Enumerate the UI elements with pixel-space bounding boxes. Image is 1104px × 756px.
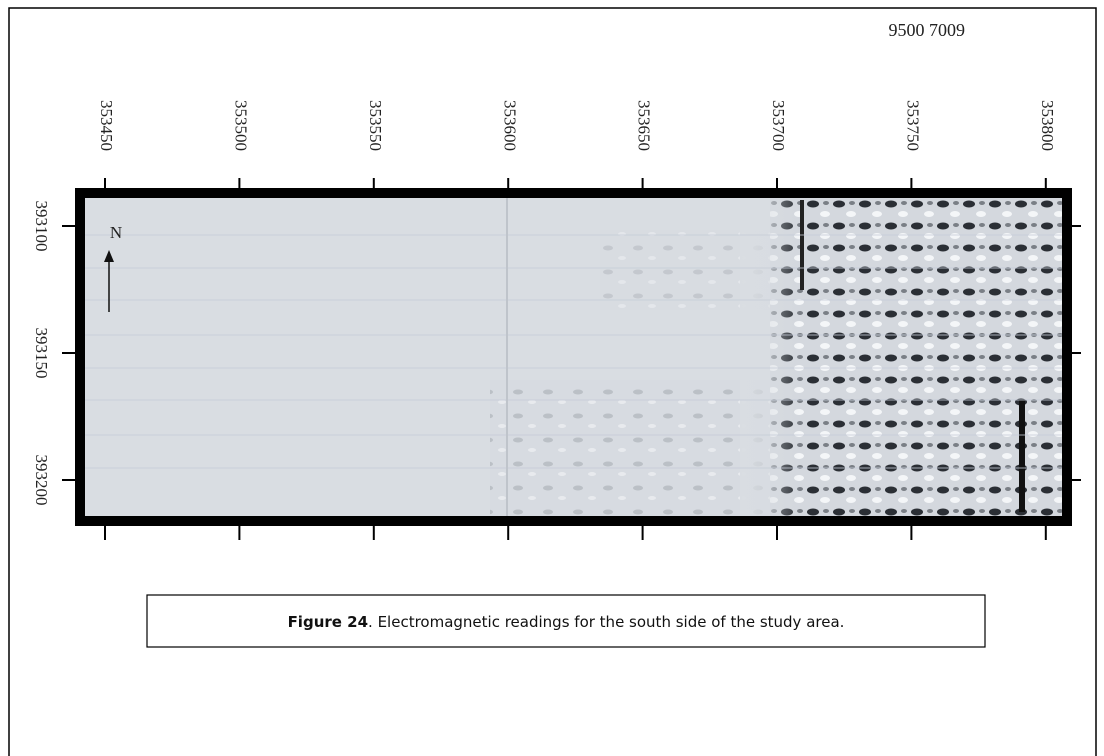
y-tick-label: 393100 <box>32 201 51 252</box>
document: 9500 7009 N 353450 353500 353550 353600 3536… <box>0 0 1104 756</box>
x-tick-label: 353650 <box>635 100 654 151</box>
x-tick-label: 353450 <box>97 100 116 151</box>
caption: Figure 24. Electromagnetic readings for … <box>288 613 845 631</box>
y-tick-label: 393200 <box>32 455 51 506</box>
x-tick-label: 353500 <box>231 100 250 151</box>
x-tick-label: 353750 <box>903 100 922 151</box>
north-label: N <box>110 223 122 242</box>
page: 9500 7009 N 353450 353500 353550 353600 3536… <box>0 0 1104 756</box>
caption-label: Figure 24 <box>288 613 368 631</box>
x-tick-label: 353550 <box>366 100 385 151</box>
x-tick-label: 353800 <box>1038 100 1057 151</box>
header-code: 9500 7009 <box>889 20 966 40</box>
y-tick-label: 393150 <box>32 328 51 379</box>
map: N <box>80 193 1067 521</box>
caption-text: . Electromagnetic readings for the south… <box>368 613 844 631</box>
x-tick-label: 353600 <box>500 100 519 151</box>
x-tick-label: 353700 <box>769 100 788 151</box>
